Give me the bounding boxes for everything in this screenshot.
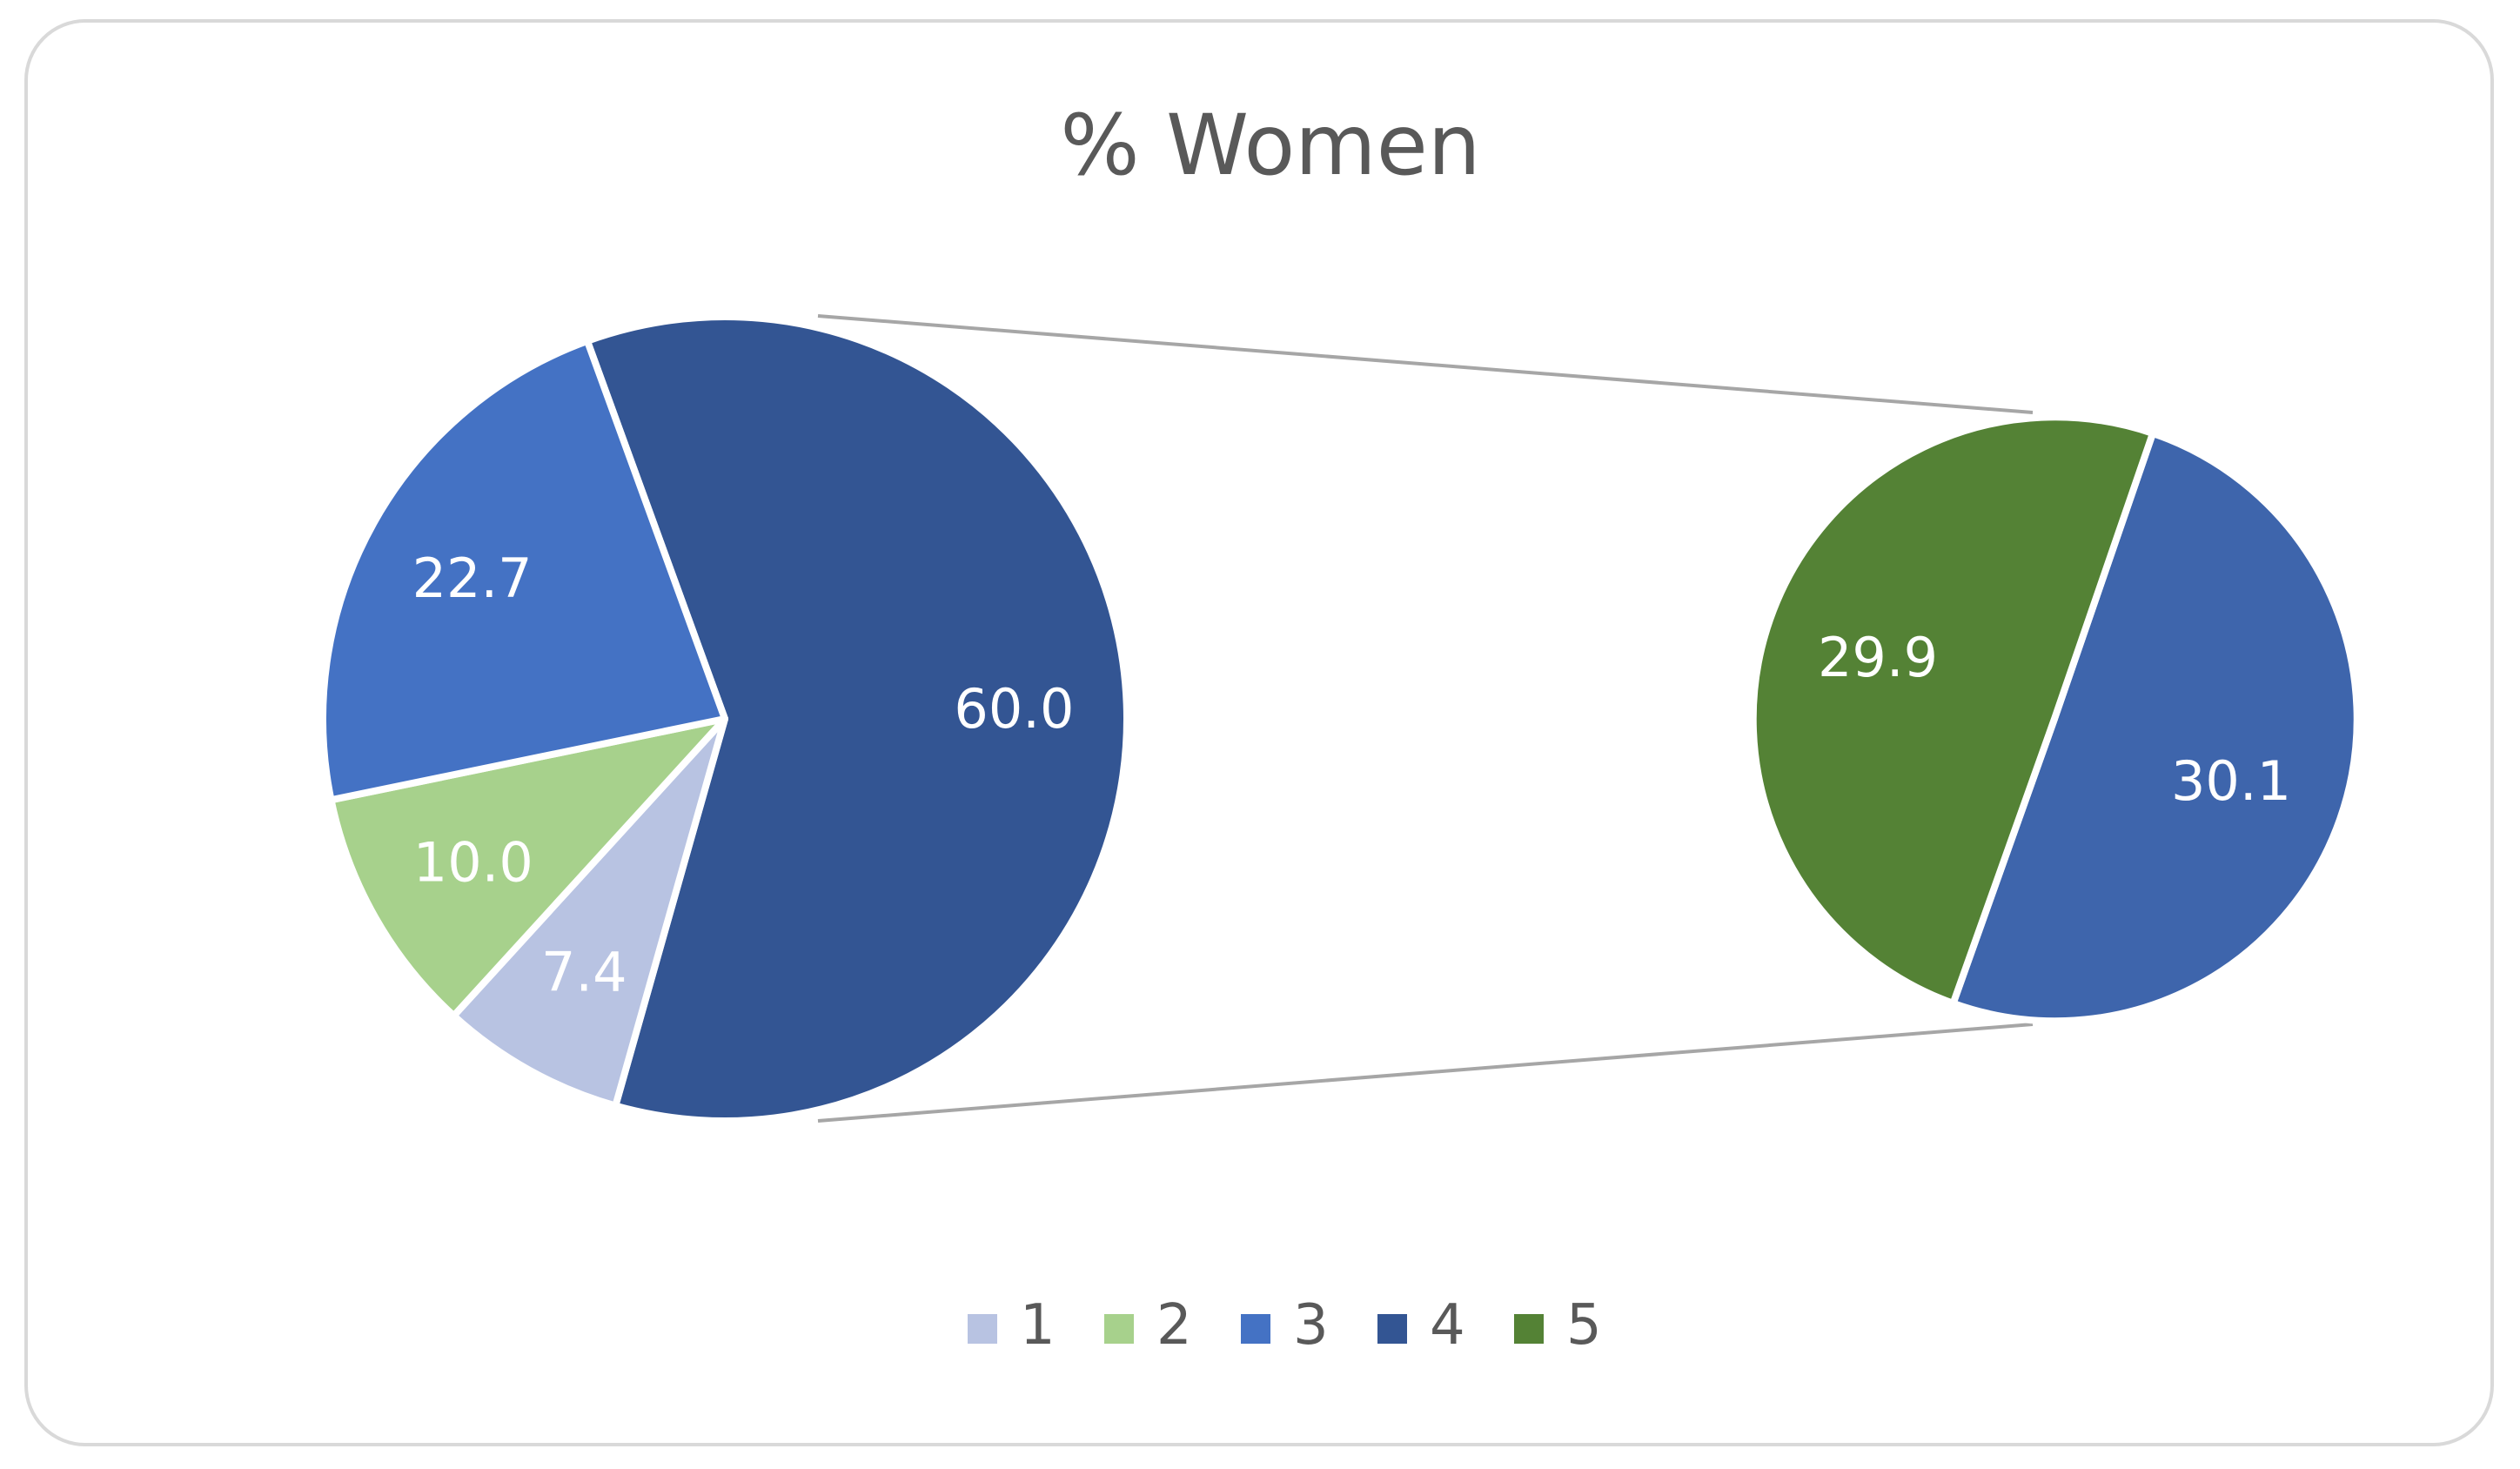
legend-label-2: 2: [1156, 1293, 1192, 1358]
secondary-data-label-0: 30.1: [2171, 749, 2291, 813]
primary-pie: 60.0 7.410.0 22.7: [319, 313, 1130, 1124]
primary-slice-4-0: [583, 313, 1130, 1124]
connector-line-bottom: [817, 1023, 2034, 1123]
legend-label-4: 4: [1430, 1293, 1465, 1358]
secondary-data-label-1: 29.9: [1818, 626, 1938, 689]
legend-label-3: 3: [1293, 1293, 1329, 1358]
legend-label-5: 5: [1566, 1293, 1602, 1358]
legend: 1 2 3 4 5: [968, 1293, 1602, 1358]
secondary-pie: 30.1 29.9: [1749, 413, 2361, 1025]
legend-swatch-2: [1104, 1314, 1134, 1344]
primary-slice-1-1: [450, 715, 728, 1110]
primary-slice-3-3: [319, 337, 728, 804]
primary-slice-2-2: [327, 715, 728, 1020]
pie-connector-lines: [817, 314, 2034, 1123]
secondary-slice-4-0: [1949, 429, 2361, 1025]
primary-data-label-0: 60.0: [954, 677, 1074, 741]
secondary-slice-5-1: [1749, 413, 2156, 1007]
primary-data-label-2: 10.0: [413, 830, 533, 894]
chart-title: % Women: [1060, 97, 1480, 194]
legend-swatch-3: [1241, 1314, 1270, 1344]
primary-data-label-3: 22.7: [412, 547, 533, 610]
legend-swatch-4: [1377, 1314, 1407, 1344]
connector-line-top: [817, 314, 2034, 414]
legend-swatch-5: [1514, 1314, 1544, 1344]
primary-data-label-1: 7.4: [541, 941, 627, 1004]
legend-swatch-1: [968, 1314, 997, 1344]
legend-label-1: 1: [1020, 1293, 1056, 1358]
